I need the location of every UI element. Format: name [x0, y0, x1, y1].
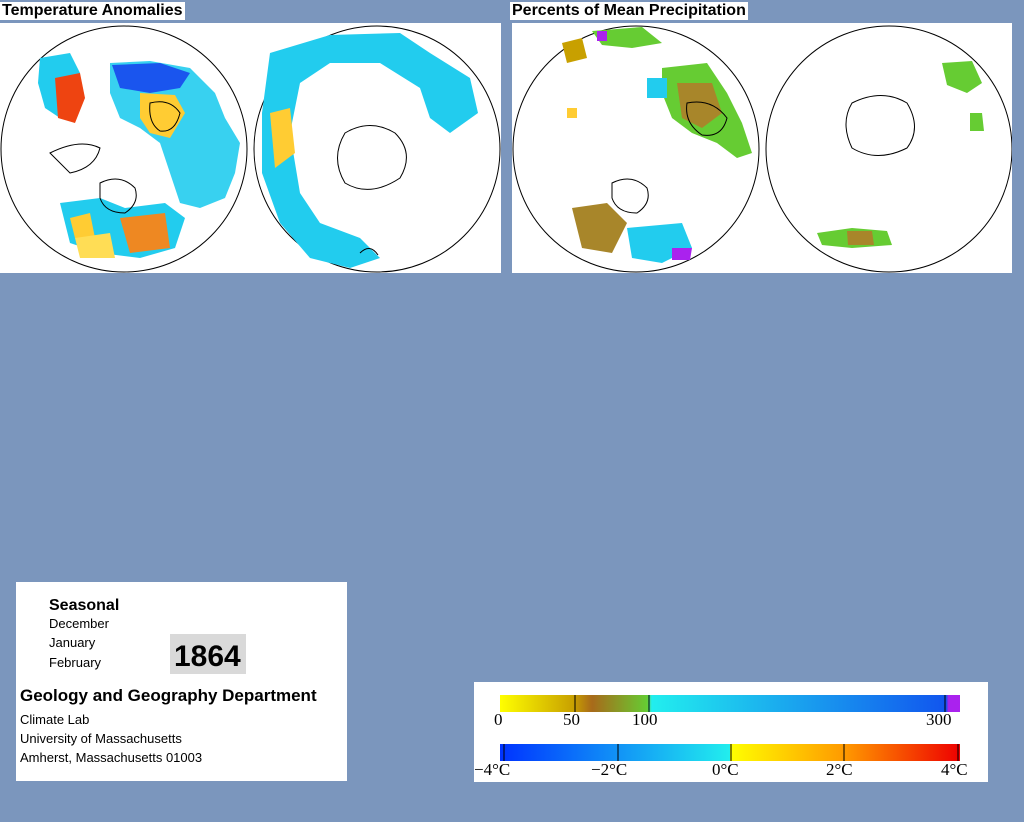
- temperature-maps: [0, 25, 501, 273]
- temp-tick-4: 4°C: [941, 760, 968, 779]
- month-2: January: [49, 635, 96, 650]
- address-line-2: University of Massachusetts: [20, 731, 182, 746]
- department-label: Geology and Geography Department: [20, 686, 317, 705]
- precip-tick-0: 0: [494, 710, 503, 729]
- precipitation-title: Percents of Mean Precipitation: [510, 2, 748, 20]
- info-box: Seasonal December January February 1864 …: [16, 582, 347, 781]
- year-box: 1864: [170, 634, 246, 674]
- color-legend: 0 50 100 300 −4°C −2°C 0°C 2°C 4°C: [474, 682, 988, 782]
- temp-south-hemisphere: [253, 25, 501, 273]
- temp-tick-minus4: −4°C: [474, 760, 511, 779]
- temperature-title: Temperature Anomalies: [0, 2, 185, 20]
- address-line-3: Amherst, Massachusetts 01003: [20, 750, 203, 765]
- precip-north-hemisphere: [512, 25, 760, 273]
- month-3: February: [49, 655, 102, 670]
- precipitation-maps: [512, 25, 1013, 273]
- month-1: December: [49, 616, 109, 631]
- address-line-1: Climate Lab: [20, 712, 90, 727]
- precip-tick-100: 100: [632, 710, 658, 729]
- precipitation-map-panel: [512, 23, 1013, 273]
- temp-tick-2: 2°C: [826, 760, 853, 779]
- temperature-map-panel: [0, 23, 501, 273]
- precip-tick-50: 50: [563, 710, 580, 729]
- temp-north-hemisphere: [0, 25, 248, 273]
- precip-tick-300: 300: [926, 710, 952, 729]
- temp-tick-0: 0°C: [712, 760, 739, 779]
- year-label: 1864: [174, 640, 241, 673]
- temp-tick-minus2: −2°C: [591, 760, 628, 779]
- season-heading: Seasonal: [49, 597, 120, 614]
- precip-south-hemisphere: [765, 25, 1013, 273]
- precip-scale-bar: [500, 695, 960, 761]
